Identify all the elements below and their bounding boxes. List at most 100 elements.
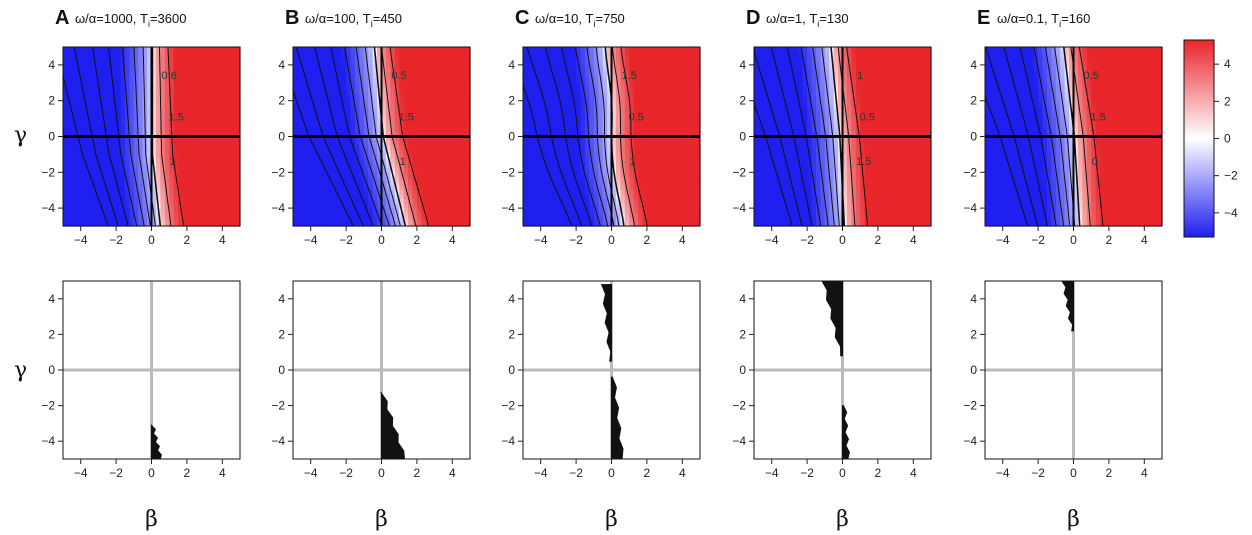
x-tick-label: 2	[1106, 233, 1113, 247]
colorbar-tick-label: −2	[1224, 169, 1238, 183]
contour-label: 1.5	[169, 111, 184, 123]
x-axis-label: β	[836, 507, 849, 532]
y-tick-label: 0	[48, 130, 55, 144]
y-axis-label-bottom: γ	[14, 358, 27, 383]
x-tick-label: 4	[910, 233, 917, 247]
y-tick-label: 4	[739, 58, 746, 72]
panel-letter: A	[55, 7, 69, 29]
x-tick-label: −2	[109, 233, 123, 247]
y-tick-label: −2	[963, 399, 977, 413]
y-tick-label: 0	[970, 130, 977, 144]
x-tick-label: 0	[839, 233, 846, 247]
y-tick-label: −4	[41, 201, 55, 215]
x-tick-label: 4	[219, 233, 226, 247]
contour-label: 0.5	[629, 111, 644, 123]
x-tick-label: 0	[1070, 233, 1077, 247]
x-tick-label: 4	[449, 233, 456, 247]
region-panel-A: −4 −2 0 2 4 −4 −2 0 2 4 β	[41, 280, 241, 532]
contour-label: 1.5	[399, 111, 414, 123]
x-tick-label: −2	[569, 233, 583, 247]
contour-label: 1.5	[1091, 111, 1106, 123]
y-tick-label: −4	[271, 434, 285, 448]
y-tick-label: −4	[271, 201, 285, 215]
x-tick-label: −4	[765, 233, 779, 247]
panel-title: ω/α=1, Ti=130	[766, 11, 849, 29]
y-tick-label: −2	[271, 165, 285, 179]
panel-letter: C	[515, 7, 529, 29]
x-tick-label: 2	[875, 466, 882, 480]
y-tick-label: −4	[963, 201, 977, 215]
y-tick-label: 2	[970, 327, 977, 341]
y-tick-label: 4	[48, 292, 55, 306]
x-tick-label: −2	[109, 466, 123, 480]
x-tick-label: −4	[74, 233, 88, 247]
y-tick-label: 2	[739, 94, 746, 108]
x-tick-label: 4	[219, 466, 226, 480]
y-tick-label: 4	[970, 292, 977, 306]
y-tick-label: 2	[970, 94, 977, 108]
y-tick-label: −4	[963, 434, 977, 448]
x-tick-label: 2	[414, 233, 421, 247]
x-tick-label: −2	[569, 466, 583, 480]
feasible-region	[150, 424, 162, 460]
x-tick-label: −4	[534, 466, 548, 480]
x-axis-label: β	[145, 507, 158, 532]
y-tick-label: 4	[508, 292, 515, 306]
x-tick-label: 2	[875, 233, 882, 247]
y-tick-label: 2	[508, 327, 515, 341]
y-tick-label: 4	[508, 58, 515, 72]
contour-label: 1	[170, 156, 176, 168]
contour-label: 0.5	[860, 111, 875, 123]
region-panel-D: −4 −2 0 2 4 −4 −2 0 2 4 β	[732, 280, 932, 532]
contour-label: 0	[1092, 156, 1098, 168]
contour-label: 1	[857, 70, 863, 82]
colorbar: −4 −2 0 2 4	[1183, 39, 1238, 238]
panel-title: ω/α=10, Ti=750	[535, 11, 625, 29]
feasible-region	[600, 284, 612, 362]
y-tick-label: 4	[278, 58, 285, 72]
feasible-region	[842, 405, 850, 460]
x-tick-label: −4	[996, 233, 1010, 247]
x-tick-label: 2	[414, 466, 421, 480]
y-tick-label: 0	[278, 130, 285, 144]
heatmap-panel-C: 1.5 0.5 1 −4 −2 0 2 4 −4 −2 0 2 4 ω/α=10, Ti=750 C	[501, 7, 701, 247]
x-tick-label: 0	[1070, 466, 1077, 480]
y-tick-label: 2	[278, 327, 285, 341]
feasible-region	[380, 392, 406, 460]
x-tick-label: 0	[839, 466, 846, 480]
contour-label: 1	[630, 156, 636, 168]
y-tick-label: 0	[278, 363, 285, 377]
y-tick-label: −4	[732, 434, 746, 448]
y-tick-label: 0	[739, 363, 746, 377]
y-tick-label: −4	[732, 201, 746, 215]
contour-label: 0.6	[162, 70, 177, 82]
x-tick-label: 4	[1141, 233, 1148, 247]
y-tick-label: 0	[508, 363, 515, 377]
x-tick-label: −2	[339, 233, 353, 247]
x-tick-label: 0	[378, 466, 385, 480]
y-tick-label: −2	[732, 165, 746, 179]
x-tick-label: 0	[148, 466, 155, 480]
heatmap-panel-D: 1 0.5 1.5 −4 −2 0 2 4 −4 −2 0 2 4 ω/α=1, Ti=130 D	[732, 7, 932, 247]
contour-label: 1.5	[622, 70, 637, 82]
y-tick-label: −2	[501, 165, 515, 179]
y-tick-label: 2	[508, 94, 515, 108]
contour-label: 1.5	[856, 156, 871, 168]
x-tick-label: 2	[644, 233, 651, 247]
x-tick-label: −2	[800, 233, 814, 247]
x-tick-label: 4	[910, 466, 917, 480]
x-tick-label: 0	[378, 233, 385, 247]
heatmap-panel-B: 0.5 1.5 1 −4 −2 0 2 4 −4 −2 0 2 4 ω/α=100, Ti=450 B	[271, 7, 471, 247]
x-tick-label: −4	[304, 233, 318, 247]
x-axis-label: β	[1067, 507, 1080, 532]
colorbar-tick-label: −4	[1224, 206, 1238, 220]
x-tick-label: −2	[1031, 466, 1045, 480]
y-tick-label: 2	[278, 94, 285, 108]
x-tick-label: 4	[1141, 466, 1148, 480]
y-tick-label: −2	[271, 399, 285, 413]
contour-label: 0.5	[1084, 70, 1099, 82]
contour-label: 1	[400, 156, 406, 168]
heatmap-panel-A: 0.6 1.5 1 −4 −2 0 2 4 −4 −2 0 2 4 ω/α=1000, Ti=3600 A	[41, 7, 241, 247]
panel-letter: E	[977, 7, 990, 29]
